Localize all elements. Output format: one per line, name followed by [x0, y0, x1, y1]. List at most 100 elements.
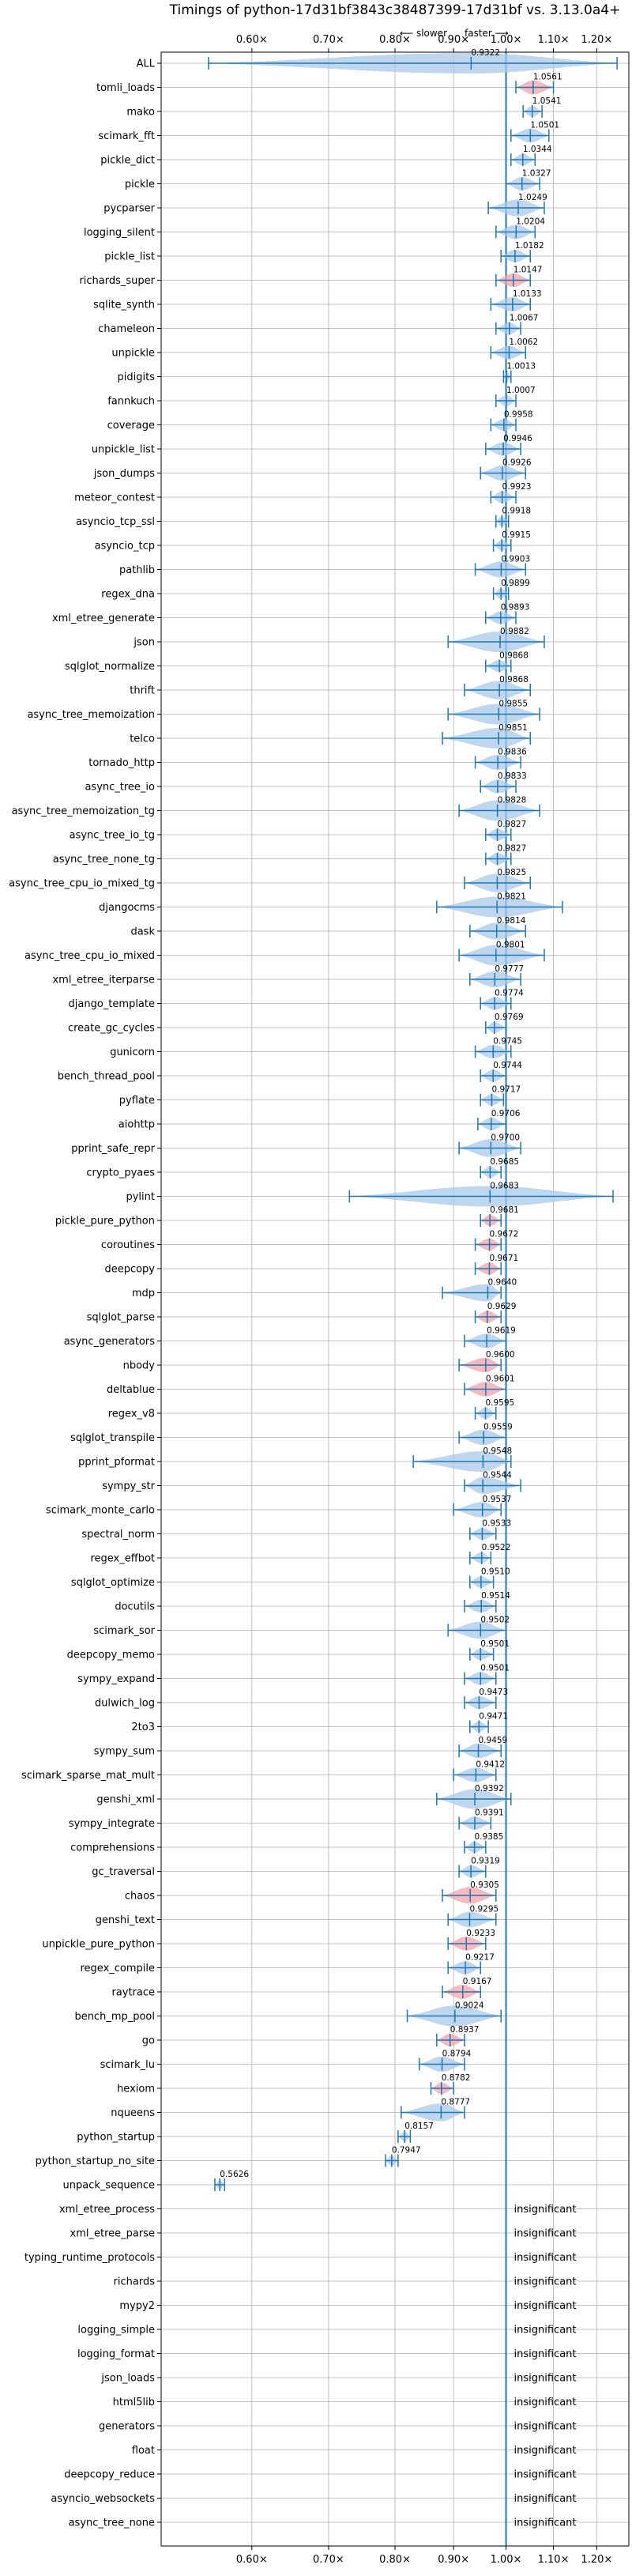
- value-label: 0.5626: [220, 2170, 249, 2179]
- x-tick-label-top: 0.60×: [236, 34, 268, 46]
- benchmark-label: async_tree_none: [69, 2518, 155, 2529]
- value-label: 0.9700: [491, 1133, 520, 1143]
- insignificant-label: insignificant: [514, 2228, 577, 2240]
- value-label: 0.9544: [483, 1471, 512, 1480]
- x-tick-label-top: 0.70×: [313, 34, 344, 46]
- benchmark-label: scimark_sor: [93, 1625, 155, 1637]
- benchmark-label: sqlglot_normalize: [65, 661, 155, 673]
- x-tick-label-bottom: 0.60×: [236, 2554, 268, 2566]
- value-label: 0.9514: [481, 1591, 510, 1601]
- plot-frame: [160, 51, 630, 2547]
- benchmark-label: pylint: [126, 1191, 155, 1203]
- benchmark-label: unpickle_list: [92, 444, 155, 456]
- value-label: 0.9882: [500, 627, 529, 636]
- benchmark-label: unpack_sequence: [62, 2180, 155, 2192]
- insignificant-label: insignificant: [514, 2348, 577, 2360]
- benchmark-label: asyncio_tcp_ssl: [76, 516, 155, 528]
- benchmark-label: pickle_dict: [100, 155, 155, 167]
- insignificant-label: insignificant: [514, 2252, 577, 2264]
- benchmark-label: scimark_lu: [100, 2059, 155, 2071]
- value-label: 0.9958: [504, 410, 533, 420]
- x-tick-label-top: 0.90×: [438, 34, 469, 46]
- benchmark-label: async_tree_io_tg: [70, 830, 155, 842]
- benchmark-label: sympy_str: [102, 1480, 155, 1492]
- benchmark-label: nqueens: [111, 2107, 155, 2119]
- value-label: 0.9640: [487, 1278, 517, 1288]
- benchmark-label: logging_format: [77, 2348, 155, 2360]
- value-label: 0.9533: [482, 1519, 511, 1529]
- benchmark-label: telco: [130, 734, 155, 745]
- benchmark-label: mypy2: [119, 2300, 155, 2312]
- benchmark-label: python_startup_no_site: [36, 2155, 155, 2167]
- benchmark-label: scimark_monte_carlo: [46, 1505, 155, 1517]
- value-label: 0.9745: [493, 1037, 522, 1047]
- value-label: 0.9522: [482, 1543, 511, 1552]
- value-label: 0.9217: [465, 1953, 495, 1963]
- benchmark-label: generators: [99, 2421, 155, 2433]
- value-label: 0.9681: [490, 1205, 519, 1215]
- value-label: 1.0067: [510, 314, 539, 323]
- value-label: 0.9559: [483, 1423, 513, 1432]
- insignificant-label: insignificant: [514, 2325, 577, 2337]
- benchmark-label: unpickle: [111, 348, 155, 360]
- label-layer: 0.60× 0.60× 0.70× 0.70× 0.80× 0.80× 0.90× 0.90×…: [9, 34, 612, 2566]
- value-label: 0.9717: [491, 1085, 521, 1095]
- value-label: 1.0013: [506, 362, 536, 372]
- benchmark-label: pickle_pure_python: [55, 1216, 155, 1228]
- value-label: 0.9385: [475, 1832, 504, 1842]
- value-label: 0.9629: [487, 1302, 517, 1311]
- benchmark-label: pidigits: [118, 372, 156, 383]
- benchmark-label: fannkuch: [107, 396, 155, 408]
- benchmark-label: genshi_text: [96, 1914, 155, 1926]
- violin-layer: [209, 53, 618, 2189]
- benchmark-label: 2to3: [131, 1722, 155, 1733]
- benchmark-label: asyncio_websockets: [51, 2493, 155, 2505]
- value-label: 0.9814: [497, 916, 526, 926]
- benchmark-label: async_tree_memoization: [27, 709, 155, 721]
- value-label: 0.9915: [502, 530, 531, 540]
- benchmark-label: xml_etree_parse: [70, 2228, 155, 2240]
- value-label: 0.9744: [493, 1061, 522, 1070]
- value-label: 0.9827: [498, 844, 527, 854]
- value-label: 0.9836: [498, 748, 527, 757]
- benchmark-label: typing_runtime_protocols: [24, 2252, 155, 2264]
- benchmark-label: aiohttp: [118, 1119, 155, 1131]
- benchmark-label: genshi_xml: [96, 1794, 155, 1806]
- benchmark-label: pickle: [125, 179, 155, 190]
- value-label: 0.9926: [502, 458, 532, 468]
- value-label: 0.9295: [469, 1905, 498, 1914]
- benchmark-label: async_tree_none_tg: [53, 854, 155, 866]
- value-label: 0.9855: [498, 700, 528, 709]
- benchmark-label: gunicorn: [110, 1047, 155, 1058]
- benchmark-label: coroutines: [101, 1239, 155, 1251]
- benchmark-label: gc_traversal: [92, 1866, 155, 1878]
- benchmark-label: regex_dna: [101, 589, 155, 601]
- benchmark-label: float: [132, 2445, 155, 2457]
- x-tick-label-bottom: 1.10×: [538, 2554, 570, 2566]
- x-tick-label-top: 1.00×: [491, 34, 522, 46]
- insignificant-label: insignificant: [514, 2276, 577, 2288]
- value-label: 0.9672: [490, 1230, 519, 1239]
- value-label: 0.9828: [498, 796, 527, 805]
- value-label: 0.9473: [479, 1688, 508, 1697]
- benchmark-label: async_tree_memoization_tg: [12, 805, 155, 817]
- benchmark-label: pprint_safe_repr: [71, 1143, 155, 1155]
- value-label: 0.9501: [480, 1639, 510, 1649]
- benchmark-label: meteor_contest: [74, 492, 155, 504]
- insignificant-label: insignificant: [514, 2445, 577, 2457]
- value-label: 0.9391: [475, 1808, 504, 1818]
- benchmark-label: chaos: [125, 1891, 155, 1903]
- value-label: 0.8794: [442, 2050, 472, 2059]
- value-label: 0.9601: [486, 1375, 515, 1384]
- benchmark-label: go: [142, 2035, 155, 2047]
- value-label: 0.9167: [463, 1977, 492, 1986]
- value-label: 0.9903: [501, 555, 530, 564]
- benchmark-label: dask: [130, 926, 155, 938]
- value-label: 0.9918: [502, 507, 531, 516]
- value-label: 0.9683: [490, 1182, 519, 1191]
- benchmark-label: python_startup: [77, 2132, 155, 2144]
- benchmark-label: mako: [126, 107, 155, 119]
- value-label: 0.9502: [480, 1616, 510, 1625]
- value-label: 1.0147: [514, 266, 543, 275]
